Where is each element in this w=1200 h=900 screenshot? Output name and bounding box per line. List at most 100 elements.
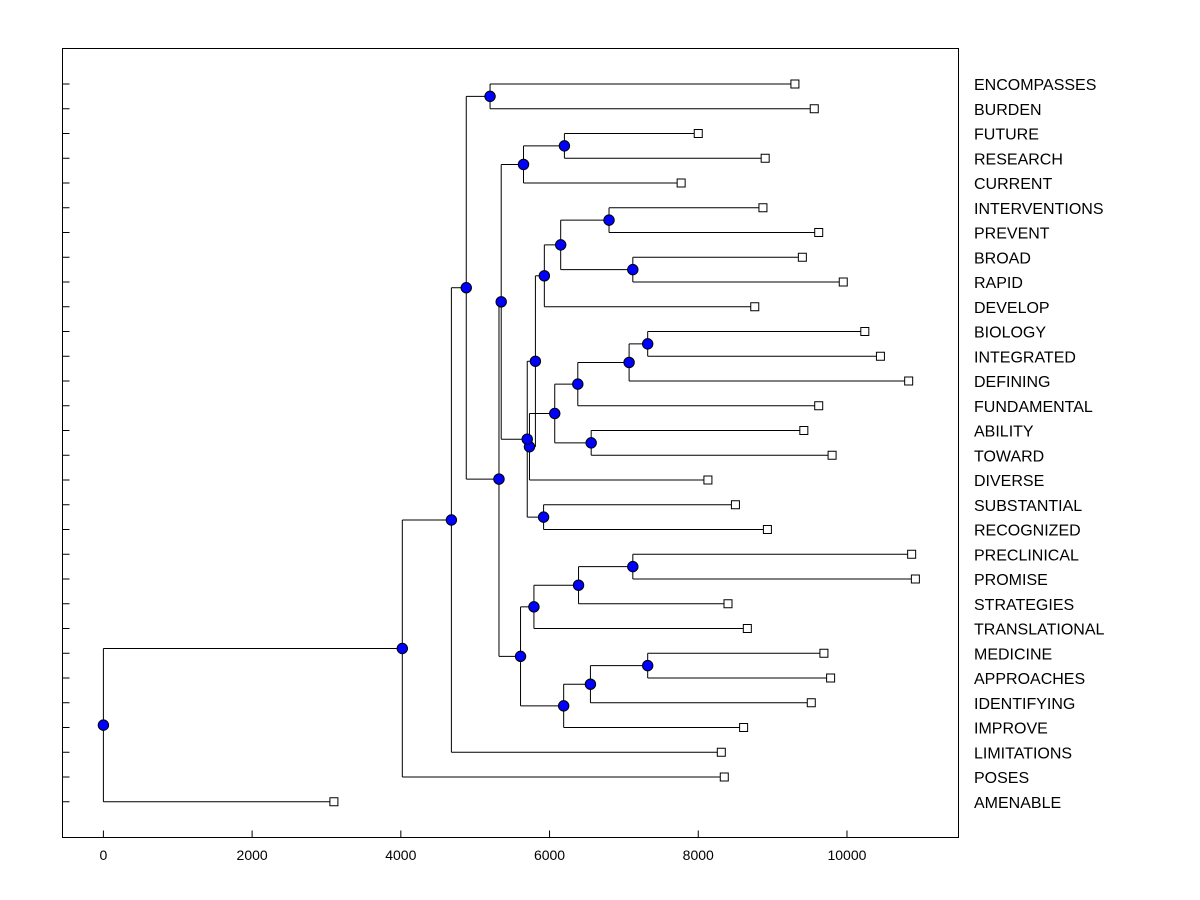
leaf-marker-diverse <box>703 475 713 485</box>
x-tick-label-8000: 8000 <box>683 847 714 863</box>
dendrogram-merge-nodes <box>97 90 654 731</box>
leaf-label-toward: TOWARD <box>974 448 1044 465</box>
x-tick-label-2000: 2000 <box>237 847 268 863</box>
leaf-label-integrated: INTEGRATED <box>974 349 1076 366</box>
leaf-label-interventions: INTERVENTIONS <box>974 201 1104 218</box>
merge-node-m_broad_rapid <box>627 263 639 276</box>
leaf-marker-defining <box>904 376 914 386</box>
leaf-marker-amenable <box>329 797 339 807</box>
leaf-label-promise: PROMISE <box>974 572 1048 589</box>
merge-node-m_pre_pro <box>627 560 639 573</box>
leaf-label-amenable: AMENABLE <box>974 795 1061 812</box>
leaf-marker-identifying <box>806 698 816 708</box>
leaf-label-rapid: RAPID <box>974 275 1023 292</box>
leaf-label-future: FUTURE <box>974 127 1039 144</box>
leaf-label-encompasses: ENCOMPASSES <box>974 77 1096 94</box>
leaf-marker-rapid <box>838 277 848 287</box>
merge-node-m_sub_rec <box>537 511 550 523</box>
x-tick-label-10000: 10000 <box>827 847 866 863</box>
merge-node-m_mai <box>584 678 597 690</box>
merge-node-m_upper_mid <box>495 296 507 308</box>
leaf-marker-improve <box>739 723 749 732</box>
leaf-label-develop: DEVELOP <box>974 300 1050 317</box>
leaf-marker-approaches <box>826 673 836 683</box>
leaf-marker-current <box>676 178 686 188</box>
merge-node-m_bidf <box>572 378 584 390</box>
dendrogram-links <box>102 83 916 803</box>
leaf-marker-develop <box>750 302 760 312</box>
leaf-marker-medicine <box>819 648 829 658</box>
leaf-marker-preclinical <box>907 549 917 559</box>
merge-node-m_ipbr <box>554 239 567 251</box>
merge-node-m_frc <box>517 158 530 171</box>
merge-node-m_pps <box>572 579 585 591</box>
leaf-marker-translational <box>742 624 752 633</box>
leaf-label-fundamental: FUNDAMENTAL <box>974 399 1093 416</box>
leaf-label-improve: IMPROVE <box>974 721 1048 738</box>
merge-node-m_lower <box>514 650 527 663</box>
leaf-label-research: RESEARCH <box>974 151 1063 168</box>
leaf-label-burden: BURDEN <box>974 102 1042 119</box>
leaf-marker-promise <box>910 574 920 584</box>
merge-node-m_root <box>97 719 110 731</box>
leaf-label-biology: BIOLOGY <box>974 325 1046 342</box>
leaf-label-substantial: SUBSTANTIAL <box>974 498 1082 515</box>
x-tick-label-0: 0 <box>99 847 107 863</box>
leaf-label-translational: TRANSLATIONAL <box>974 622 1105 639</box>
merge-node-m_poses <box>396 642 409 655</box>
leaf-marker-recognized <box>762 525 772 534</box>
leaf-marker-poses <box>719 772 729 782</box>
leaf-marker-substantial <box>730 500 740 510</box>
dendrogram-leaves <box>329 79 920 807</box>
leaf-label-current: CURRENT <box>974 176 1052 193</box>
leaf-label-limitations: LIMITATIONS <box>974 745 1072 762</box>
leaf-label-poses: POSES <box>974 770 1029 787</box>
merge-node-m_mid <box>493 473 505 485</box>
leaf-label-approaches: APPROACHES <box>974 671 1085 688</box>
leaf-label-recognized: RECOGNIZED <box>974 523 1081 540</box>
x-tick-label-4000: 4000 <box>385 847 416 863</box>
leaf-label-preclinical: PRECLINICAL <box>974 547 1079 564</box>
leaf-marker-integrated <box>875 351 885 361</box>
leaf-label-defining: DEFINING <box>974 374 1050 391</box>
leaf-label-prevent: PREVENT <box>974 226 1050 243</box>
leaf-marker-broad <box>797 252 807 262</box>
leaf-label-strategies: STRATEGIES <box>974 597 1074 614</box>
leaf-label-broad: BROAD <box>974 250 1031 267</box>
leaf-marker-future <box>693 129 703 138</box>
merge-node-m_med_app <box>641 659 654 672</box>
plot-frame <box>62 48 959 838</box>
merge-node-m_lim <box>445 514 458 526</box>
leaf-marker-biology <box>860 327 870 336</box>
leaf-label-identifying: IDENTIFYING <box>974 696 1075 713</box>
merge-node-m_maii <box>557 700 570 712</box>
leaf-marker-prevent <box>814 228 824 237</box>
merge-node-m_dev_group <box>529 355 542 367</box>
leaf-marker-research <box>760 153 770 163</box>
axis-ticks <box>62 83 848 838</box>
leaf-marker-limitations <box>716 747 726 757</box>
merge-node-m_bio_int <box>641 338 654 350</box>
merge-node-m_ppst <box>528 601 540 613</box>
leaf-label-medicine: MEDICINE <box>974 646 1052 663</box>
leaf-label-ability: ABILITY <box>974 424 1034 441</box>
merge-node-m_core <box>549 407 561 420</box>
x-axis-labels: 0 2000 4000 6000 8000 10000 <box>99 847 866 863</box>
leaf-marker-interventions <box>758 203 768 213</box>
leaf-labels: ENCOMPASSES BURDEN FUTURE RESEARCH CURRENT IN… <box>974 77 1105 812</box>
leaf-label-diverse: DIVERSE <box>974 473 1044 490</box>
merge-node-m_dg_sr <box>521 433 533 445</box>
merge-node-m_top <box>460 282 472 294</box>
merge-node-m_int_prev <box>603 214 615 226</box>
merge-node-m_bid <box>623 356 635 369</box>
leaf-marker-encompasses <box>790 79 800 89</box>
leaf-marker-strategies <box>723 599 733 609</box>
merge-node-m_fut_res <box>558 140 571 152</box>
leaf-marker-fundamental <box>814 401 824 411</box>
x-tick-label-6000: 6000 <box>534 847 565 863</box>
leaf-marker-toward <box>827 450 837 460</box>
leaf-marker-burden <box>809 104 819 114</box>
merge-node-m_enc_bur <box>484 90 496 103</box>
merge-node-m_ipbrd <box>538 270 551 282</box>
